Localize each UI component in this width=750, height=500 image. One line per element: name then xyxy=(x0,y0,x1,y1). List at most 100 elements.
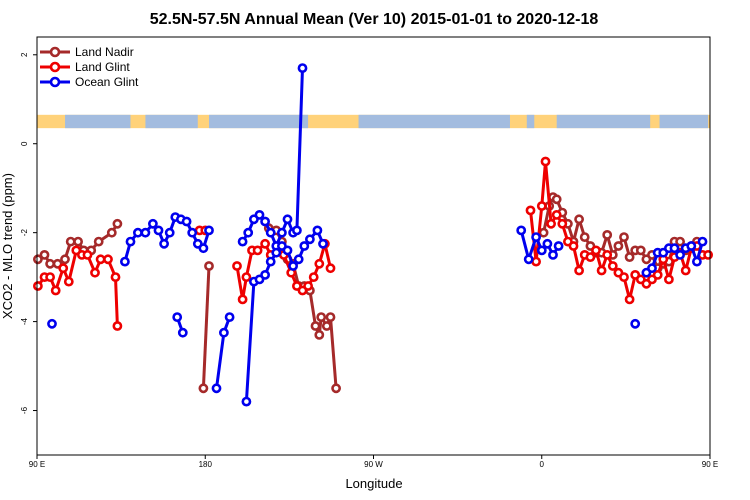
data-point xyxy=(241,272,252,282)
data-point xyxy=(147,218,158,229)
data-point xyxy=(218,327,229,338)
data-point xyxy=(675,249,685,260)
data-point xyxy=(260,238,270,249)
x-tick-label: 90 E xyxy=(29,460,45,469)
data-point xyxy=(546,218,556,229)
data-point xyxy=(669,243,680,254)
legend-item: Ocean Glint xyxy=(40,75,139,89)
chart-title: 52.5N-57.5N Annual Mean (Ver 10) 2015-01… xyxy=(150,11,599,28)
data-point xyxy=(288,261,298,271)
data-point xyxy=(652,269,663,280)
data-point xyxy=(120,256,130,267)
data-point xyxy=(293,254,304,265)
data-point xyxy=(536,201,547,211)
data-point xyxy=(265,256,276,267)
data-point xyxy=(237,236,248,247)
data-point xyxy=(224,312,235,322)
data-point xyxy=(574,214,584,225)
data-point xyxy=(252,245,263,256)
legend-item: Land Glint xyxy=(40,60,130,74)
data-point xyxy=(187,227,198,238)
data-point xyxy=(211,383,222,394)
legend-item: Land Nadir xyxy=(40,45,134,59)
series-layer xyxy=(33,63,713,407)
data-point xyxy=(331,383,341,394)
data-point xyxy=(177,327,188,338)
data-point xyxy=(204,261,214,271)
x-tick-label: 90 W xyxy=(364,460,383,469)
data-point xyxy=(664,274,674,285)
data-point xyxy=(291,225,302,236)
data-point xyxy=(531,232,541,242)
data-point xyxy=(140,227,151,238)
data-point xyxy=(63,276,74,287)
data-point xyxy=(243,227,254,238)
y-axis: 2 0 -2 -4 -6 xyxy=(20,52,37,414)
y-tick-label: 2 xyxy=(20,52,29,57)
series-line xyxy=(529,160,709,301)
data-point xyxy=(314,329,325,340)
data-point xyxy=(276,227,287,238)
data-point xyxy=(265,227,276,238)
x-axis-label: Longitude xyxy=(345,476,402,491)
data-point xyxy=(33,254,43,265)
series-land-glint xyxy=(33,156,713,331)
data-point xyxy=(153,225,164,236)
data-point xyxy=(50,285,61,296)
data-point xyxy=(542,238,553,249)
legend-label: Ocean Glint xyxy=(75,75,139,89)
data-point xyxy=(181,216,192,227)
data-point xyxy=(164,227,175,238)
data-point xyxy=(619,232,629,242)
data-point xyxy=(232,261,242,271)
data-point xyxy=(579,232,590,242)
data-point xyxy=(106,227,117,238)
data-point xyxy=(159,238,169,249)
legend-marker xyxy=(49,61,61,73)
data-point xyxy=(325,312,336,322)
data-point xyxy=(607,261,618,271)
series-line xyxy=(215,316,232,389)
data-point xyxy=(125,236,136,247)
data-point xyxy=(325,263,336,274)
y-tick-label: 0 xyxy=(20,141,29,146)
data-point xyxy=(568,241,579,251)
data-point xyxy=(304,234,315,245)
data-point xyxy=(697,236,708,247)
data-point xyxy=(574,265,584,276)
data-point xyxy=(254,209,265,220)
data-point xyxy=(39,249,50,260)
ocean-band-segment xyxy=(358,114,510,129)
data-point xyxy=(585,252,596,262)
x-tick-label: 0 xyxy=(540,460,545,469)
data-point xyxy=(260,269,270,280)
data-point xyxy=(45,272,55,282)
data-point xyxy=(525,205,536,216)
ocean-band-segment xyxy=(556,114,651,129)
data-point xyxy=(45,258,55,269)
data-point xyxy=(204,225,214,236)
data-point xyxy=(523,254,534,265)
data-point xyxy=(536,245,547,256)
data-point xyxy=(303,281,313,291)
data-point xyxy=(198,383,209,394)
data-point xyxy=(58,263,69,274)
data-point xyxy=(553,241,564,251)
data-point xyxy=(647,263,657,274)
data-point xyxy=(591,245,601,256)
ocean-band-segment xyxy=(145,114,198,129)
series-line xyxy=(201,265,211,389)
x-tick-label: 180 xyxy=(199,460,213,469)
data-point xyxy=(624,252,635,262)
data-point xyxy=(548,249,558,260)
x-axis: 90 E 180 90 W 0 90 E xyxy=(29,455,718,469)
data-point xyxy=(237,294,248,305)
data-point xyxy=(282,214,293,225)
data-point xyxy=(635,245,646,256)
data-point xyxy=(112,218,123,229)
legend-label: Land Glint xyxy=(75,60,130,74)
data-point xyxy=(630,318,641,329)
ocean-band-segment xyxy=(526,114,535,129)
data-point xyxy=(60,254,70,265)
